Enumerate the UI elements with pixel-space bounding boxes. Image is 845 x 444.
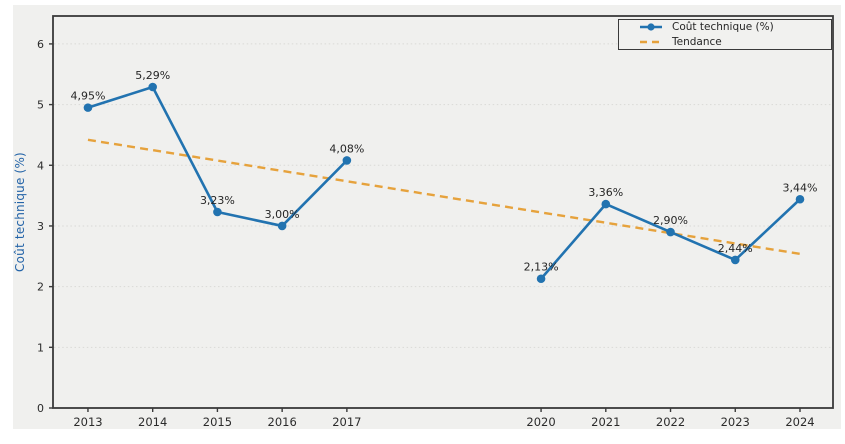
y-tick-label: 3: [37, 220, 44, 233]
x-tick-label: 2013: [73, 415, 102, 429]
x-tick-label: 2022: [656, 415, 685, 429]
legend-item-tendance: Tendance: [639, 36, 831, 48]
plot-border: [52, 15, 834, 409]
data-point-label: 3,23%: [200, 194, 235, 207]
legend-label-cout-technique: Coût technique (%): [672, 21, 774, 33]
data-point-label: 2,13%: [524, 261, 559, 274]
x-tick-label: 2023: [721, 415, 750, 429]
y-axis-title: Coût technique (%): [13, 152, 27, 272]
data-point: [601, 199, 611, 209]
data-point: [730, 255, 740, 265]
y-tick-label: 6: [37, 38, 44, 51]
data-point: [83, 103, 93, 112]
data-point-label: 3,36%: [588, 186, 623, 199]
x-tick-label: 2024: [785, 415, 814, 429]
x-tick-label: 2016: [268, 415, 297, 429]
dashed-line-glyph: [640, 40, 662, 44]
y-tick-label: 5: [37, 99, 44, 112]
legend-item-cout-technique: Coût technique (%): [639, 21, 831, 33]
x-tick-label: 2017: [332, 415, 361, 429]
x-tick-label: 2014: [138, 415, 167, 429]
legend: Coût technique (%) Tendance: [618, 19, 832, 50]
data-point-label: 5,29%: [135, 69, 170, 82]
data-point: [277, 221, 287, 231]
data-point-label: 2,44%: [718, 242, 753, 255]
y-tick-label: 4: [37, 159, 44, 172]
data-point: [795, 194, 805, 204]
series-line: [539, 197, 802, 281]
data-point: [342, 156, 352, 165]
y-tick-label: 0: [37, 402, 44, 415]
figure-background: [13, 5, 841, 429]
x-tick-label: 2015: [203, 415, 232, 429]
data-point: [536, 274, 546, 284]
trend-line: [87, 138, 801, 256]
data-point: [148, 82, 157, 92]
data-point-label: 4,95%: [70, 90, 105, 103]
data-point-label: 4,08%: [329, 142, 364, 155]
x-tick-label: 2021: [591, 415, 620, 429]
data-point-label: 2,90%: [653, 214, 688, 227]
line-marker-glyph: [640, 23, 662, 31]
y-tick-label: 2: [37, 281, 44, 294]
x-tick-label: 2020: [526, 415, 555, 429]
data-point-label: 3,44%: [783, 181, 818, 194]
legend-label-tendance: Tendance: [672, 36, 722, 48]
y-tick-label: 1: [37, 341, 44, 354]
data-point: [666, 227, 675, 237]
data-point-label: 3,00%: [265, 208, 300, 221]
data-point: [213, 207, 222, 217]
